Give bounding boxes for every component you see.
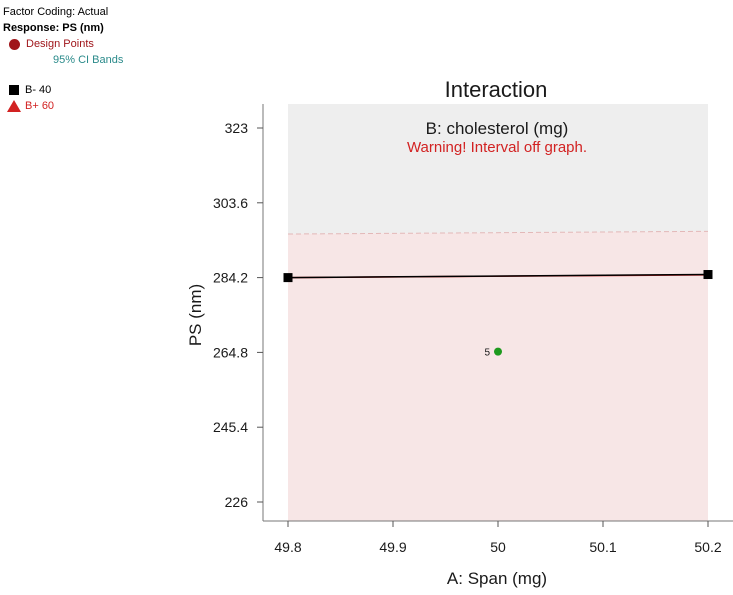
series-marker <box>283 273 293 283</box>
design-point-count-label: 5 <box>484 348 490 359</box>
design-point <box>494 347 502 356</box>
y-tick-label: 284.2 <box>213 270 248 286</box>
legend-b-high: B+ 60 <box>3 98 123 114</box>
ci-bands-label: 95% CI Bands <box>53 54 124 66</box>
response-label: Response: PS (nm) <box>3 22 104 34</box>
x-tick-label: 50.1 <box>589 539 616 555</box>
x-tick-label: 50 <box>490 539 506 555</box>
chart-title: Interaction <box>445 77 548 102</box>
series-marker <box>703 270 713 280</box>
series-line <box>287 273 709 279</box>
square-marker-icon <box>9 85 19 95</box>
y-tick-label: 245.4 <box>213 419 248 435</box>
legend-b-low: B- 40 <box>3 82 123 98</box>
legend-design-points: Design Points <box>3 36 123 52</box>
design-point-marker-icon <box>9 38 20 50</box>
x-tick-label: 49.8 <box>274 539 301 555</box>
interval-warning: Warning! Interval off graph. <box>407 139 587 156</box>
triangle-marker-icon <box>7 100 21 112</box>
ci-band <box>288 231 708 521</box>
plot-area: 49.8 49.9 50 50.1 50.2 226 245.4 264.8 284.2 303.… <box>213 104 733 555</box>
b-low-label: B- 40 <box>25 84 52 96</box>
x-tick-label: 49.9 <box>379 539 406 555</box>
b-high-label: B+ 60 <box>25 100 55 112</box>
ci-upper-line <box>287 230 709 235</box>
y-axis-label: PS (nm) <box>186 284 205 346</box>
legend: Factor Coding: Actual Response: PS (nm) … <box>3 4 123 114</box>
y-tick-label: 264.8 <box>213 344 248 360</box>
ci-upper-region <box>288 104 708 235</box>
y-tick-label: 323 <box>225 120 249 136</box>
chart-subtitle: B: cholesterol (mg) <box>426 119 569 138</box>
y-tick-label: 303.6 <box>213 195 248 211</box>
y-tick-label: 226 <box>225 494 249 510</box>
x-axis-label: A: Span (mg) <box>447 569 547 588</box>
factor-coding-label: Factor Coding: Actual <box>3 6 109 18</box>
design-points-label: Design Points <box>26 38 94 50</box>
x-tick-label: 50.2 <box>694 539 721 555</box>
